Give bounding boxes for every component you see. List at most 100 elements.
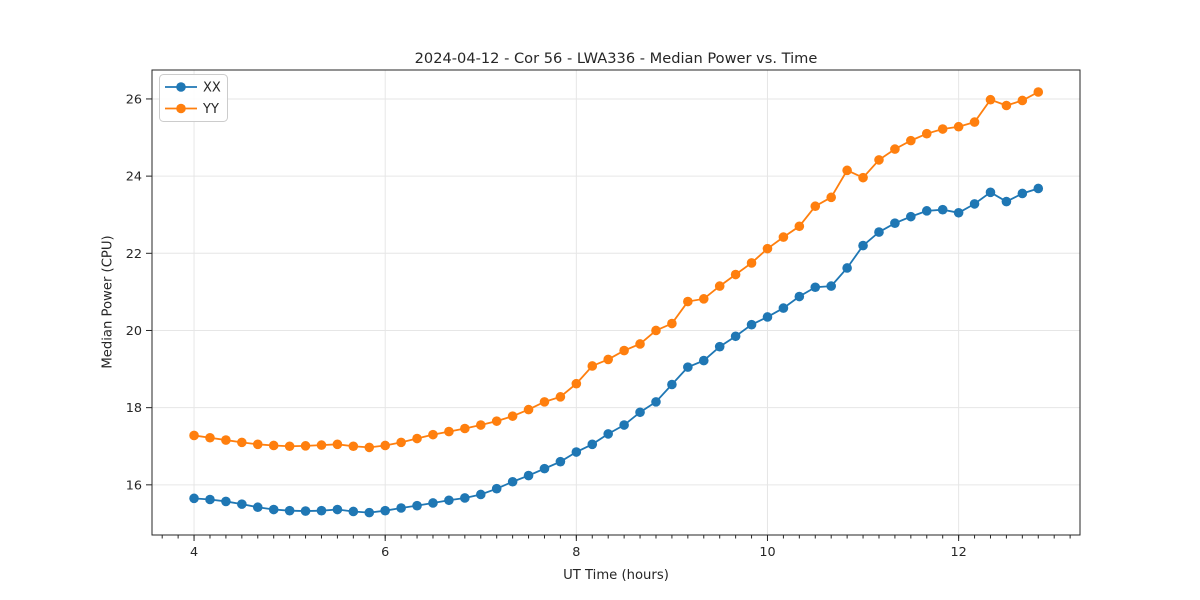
x-tick-label: 6 <box>381 545 389 560</box>
y-tick-label: 22 <box>126 247 142 262</box>
data-point-marker <box>523 404 534 415</box>
data-point-marker <box>412 500 422 511</box>
data-point-marker <box>969 199 980 209</box>
series-YY <box>189 87 1044 453</box>
data-point-marker <box>348 506 359 517</box>
data-point-marker <box>858 240 868 251</box>
data-point-marker <box>571 447 582 457</box>
data-point-marker <box>284 441 295 452</box>
data-point-marker <box>778 232 789 242</box>
data-point-marker <box>428 498 438 508</box>
x-tick-label: 12 <box>950 545 966 560</box>
data-point-marker <box>444 426 454 437</box>
plot-border <box>151 69 1081 536</box>
chart-title: 2024-04-12 - Cor 56 - LWA336 - Median Po… <box>414 50 818 67</box>
data-point-marker <box>603 429 613 439</box>
data-point-marker <box>794 221 805 232</box>
data-point-marker <box>937 124 948 134</box>
data-point-marker <box>475 420 486 430</box>
data-point-marker <box>587 439 598 450</box>
data-point-marker <box>221 435 231 445</box>
data-point-marker <box>284 505 295 516</box>
data-point-marker <box>778 303 789 313</box>
data-point-marker <box>858 172 868 183</box>
x-tick-label: 10 <box>759 545 775 560</box>
data-point-marker <box>619 345 629 356</box>
data-point-marker <box>714 341 725 352</box>
data-point-marker <box>794 291 805 302</box>
data-point-marker <box>1001 100 1012 111</box>
data-point-marker <box>205 494 215 505</box>
data-point-marker <box>221 496 231 507</box>
data-point-marker <box>268 504 279 515</box>
data-point-marker <box>651 397 661 407</box>
legend-label-YY: YY <box>202 102 219 117</box>
data-point-marker <box>1033 183 1044 194</box>
data-point-marker <box>1033 87 1044 97</box>
data-point-marker <box>348 441 359 452</box>
data-point-marker <box>1017 188 1028 199</box>
data-point-marker <box>396 503 406 513</box>
data-point-marker <box>555 392 566 402</box>
x-tick-label: 4 <box>190 545 198 560</box>
data-point-marker <box>874 155 884 165</box>
data-point-marker <box>1017 95 1028 106</box>
x-axis-label: UT Time (hours) <box>563 568 669 583</box>
data-point-marker <box>762 312 773 322</box>
legend-label-XX: XX <box>203 81 221 96</box>
data-point-marker <box>937 204 948 215</box>
data-point-marker <box>412 433 422 444</box>
data-point-marker <box>205 432 215 443</box>
data-point-marker <box>539 397 550 407</box>
data-point-marker <box>571 378 582 389</box>
data-point-marker <box>953 207 964 218</box>
data-point-marker <box>953 121 964 132</box>
data-point-marker <box>539 463 550 474</box>
ticks <box>146 98 1071 541</box>
data-point-marker <box>651 325 661 336</box>
data-point-marker <box>252 502 263 513</box>
data-point-marker <box>316 440 327 450</box>
data-point-marker <box>969 117 980 127</box>
data-point-marker <box>667 379 677 390</box>
data-point-marker <box>332 504 343 515</box>
data-point-marker <box>698 355 709 366</box>
series-line-XX <box>193 187 1039 514</box>
data-point-marker <box>300 506 311 516</box>
tick-labels: 4 6 8 10 12 16 18 20 22 24 26 <box>126 92 967 560</box>
data-point-marker <box>985 187 996 198</box>
data-point-marker <box>698 294 709 304</box>
data-point-marker <box>906 211 916 222</box>
data-point-marker <box>683 362 693 372</box>
data-point-marker <box>906 135 916 146</box>
data-point-marker <box>826 192 836 203</box>
series-XX <box>189 183 1044 518</box>
data-point-marker <box>332 439 343 450</box>
data-point-marker <box>316 505 327 516</box>
y-tick-label: 26 <box>126 92 142 107</box>
data-point-marker <box>603 354 613 365</box>
data-point-marker <box>460 493 470 503</box>
legend-sample-marker <box>176 82 186 92</box>
data-point-marker <box>635 407 645 418</box>
data-point-marker <box>189 430 199 441</box>
data-point-marker <box>507 476 518 487</box>
data-point-marker <box>810 201 821 212</box>
data-point-marker <box>237 437 247 448</box>
data-point-marker <box>237 499 247 509</box>
data-point-marker <box>189 493 199 504</box>
data-point-marker <box>364 442 375 453</box>
data-point-marker <box>428 429 438 440</box>
data-point-marker <box>555 456 566 467</box>
data-point-marker <box>364 507 375 518</box>
data-point-marker <box>890 218 900 228</box>
data-point-marker <box>444 495 454 506</box>
data-point-marker <box>491 483 502 494</box>
data-point-marker <box>507 411 518 421</box>
legend: XX YY <box>159 74 228 122</box>
data-point-marker <box>874 227 884 237</box>
data-point-marker <box>985 94 996 105</box>
data-point-marker <box>730 331 741 342</box>
data-point-marker <box>890 144 900 154</box>
